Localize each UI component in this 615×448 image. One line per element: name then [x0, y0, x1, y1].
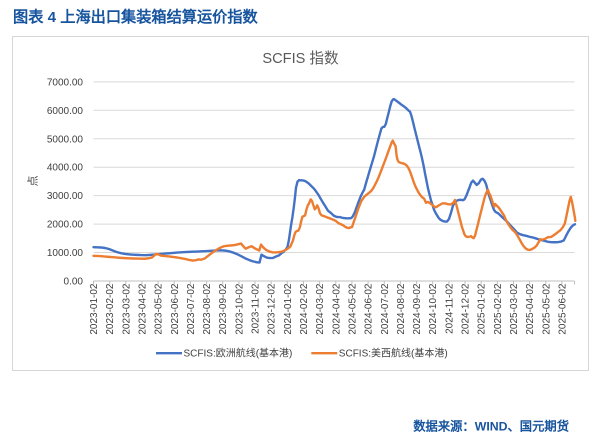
svg-text:SCFIS:美西航线(基本港): SCFIS:美西航线(基本港): [339, 347, 448, 360]
svg-text:2024-10-02: 2024-10-02: [428, 283, 439, 335]
svg-text:7000.00: 7000.00: [47, 77, 84, 88]
svg-text:2025-01-02: 2025-01-02: [477, 283, 488, 335]
svg-text:2025-02-02: 2025-02-02: [493, 283, 504, 335]
svg-text:5000.00: 5000.00: [47, 134, 84, 145]
svg-text:2024-09-02: 2024-09-02: [412, 283, 423, 335]
svg-text:2023-01-02: 2023-01-02: [89, 283, 100, 335]
svg-text:2000.00: 2000.00: [47, 220, 84, 231]
svg-text:2024-11-02: 2024-11-02: [444, 283, 455, 334]
svg-text:2023-08-02: 2023-08-02: [202, 283, 213, 335]
svg-text:3000.00: 3000.00: [47, 191, 84, 202]
svg-text:图表 4 上海出口集装箱结算运价指数: 图表 4 上海出口集装箱结算运价指数: [13, 8, 259, 26]
svg-text:2023-11-02: 2023-11-02: [251, 283, 262, 334]
svg-text:2024-08-02: 2024-08-02: [396, 283, 407, 335]
svg-text:SCFIS:欧洲航线(基本港): SCFIS:欧洲航线(基本港): [184, 347, 293, 360]
svg-text:0.00: 0.00: [64, 277, 84, 288]
svg-text:点: 点: [27, 176, 40, 187]
svg-text:2023-04-02: 2023-04-02: [138, 283, 149, 335]
svg-text:2023-10-02: 2023-10-02: [234, 283, 245, 335]
svg-text:2024-06-02: 2024-06-02: [364, 283, 375, 335]
svg-text:数据来源：WIND、国元期货: 数据来源：WIND、国元期货: [413, 419, 569, 434]
svg-text:1000.00: 1000.00: [47, 248, 84, 259]
svg-text:2023-09-02: 2023-09-02: [218, 283, 229, 335]
svg-text:2024-04-02: 2024-04-02: [331, 283, 342, 335]
svg-text:4000.00: 4000.00: [47, 163, 84, 174]
svg-text:2024-12-02: 2024-12-02: [461, 283, 472, 335]
svg-text:2024-01-02: 2024-01-02: [283, 283, 294, 335]
svg-text:2023-02-02: 2023-02-02: [105, 283, 116, 335]
svg-text:6000.00: 6000.00: [47, 106, 84, 117]
svg-text:2025-05-02: 2025-05-02: [541, 283, 552, 335]
svg-text:2025-04-02: 2025-04-02: [525, 283, 536, 335]
svg-text:2024-02-02: 2024-02-02: [299, 283, 310, 335]
svg-text:2023-05-02: 2023-05-02: [154, 283, 165, 335]
svg-text:SCFIS 指数: SCFIS 指数: [262, 50, 339, 67]
svg-text:2024-07-02: 2024-07-02: [380, 283, 391, 335]
svg-text:2023-12-02: 2023-12-02: [267, 283, 278, 335]
svg-text:2024-05-02: 2024-05-02: [347, 283, 358, 335]
svg-text:2025-03-02: 2025-03-02: [509, 283, 520, 335]
svg-text:2024-03-02: 2024-03-02: [315, 283, 326, 335]
svg-text:2023-07-02: 2023-07-02: [186, 283, 197, 335]
svg-text:2023-06-02: 2023-06-02: [170, 283, 181, 335]
svg-text:2023-03-02: 2023-03-02: [121, 283, 132, 335]
svg-text:2025-06-02: 2025-06-02: [557, 283, 568, 335]
